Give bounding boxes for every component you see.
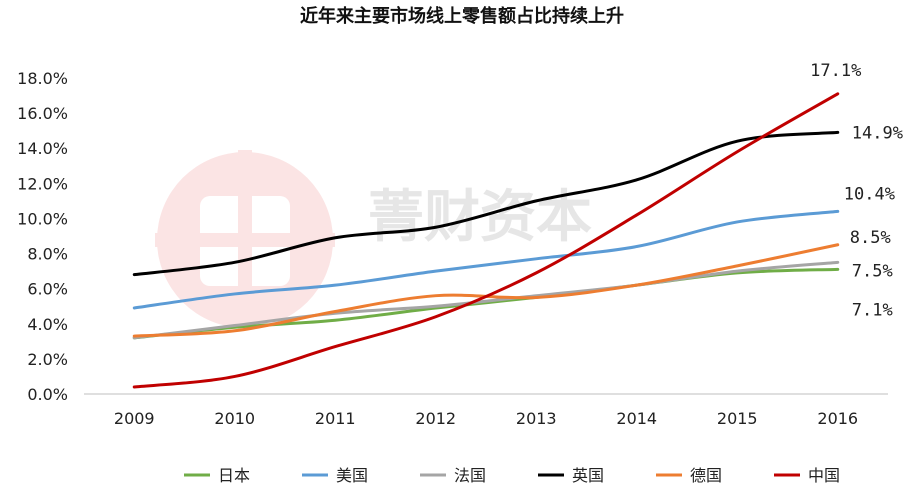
x-tick-label: 2015 <box>717 409 758 428</box>
legend-label: 美国 <box>336 466 368 485</box>
y-tick-label: 8.0% <box>27 245 68 264</box>
x-tick-label: 2013 <box>516 409 557 428</box>
y-tick-label: 14.0% <box>17 139 68 158</box>
legend-label: 英国 <box>572 466 604 485</box>
x-tick-label: 2014 <box>616 409 657 428</box>
y-axis: 0.0% 2.0% 4.0% 6.0% 8.0% 10.0% 12.0% 14.0% 16.0%… <box>17 69 68 404</box>
end-labels: 7.1% 10.4% 7.5% 14.9% 8.5% 17.1% <box>810 61 903 321</box>
series-lines <box>132 92 840 389</box>
y-tick-label: 4.0% <box>27 315 68 334</box>
series-line <box>132 130 840 277</box>
y-tick-label: 16.0% <box>17 104 68 123</box>
data-label: 7.5% <box>852 261 893 281</box>
data-label: 8.5% <box>850 228 891 248</box>
x-axis: 2009 2010 2011 2012 2013 2014 2015 2016 <box>84 393 888 428</box>
x-tick-label: 2011 <box>315 409 356 428</box>
x-tick-label: 2010 <box>214 409 255 428</box>
series-line <box>132 209 840 310</box>
series-line <box>132 260 840 340</box>
legend-label: 日本 <box>218 466 250 485</box>
legend-label: 中国 <box>808 466 840 485</box>
legend-label: 德国 <box>690 466 722 485</box>
legend-label: 法国 <box>454 466 486 485</box>
legend: 日本 美国 法国 英国 德国 中国 <box>184 466 840 485</box>
y-tick-label: 2.0% <box>27 350 68 369</box>
data-label: 14.9% <box>852 123 903 143</box>
series-line <box>132 92 840 389</box>
x-tick-label: 2012 <box>415 409 456 428</box>
y-tick-label: 6.0% <box>27 280 68 299</box>
chart-title: 近年来主要市场线上零售额占比持续上升 <box>300 5 624 27</box>
x-tick-label: 2016 <box>817 409 858 428</box>
x-tick-label: 2009 <box>114 409 155 428</box>
y-tick-label: 0.0% <box>27 385 68 404</box>
data-label: 7.1% <box>852 300 893 320</box>
data-label: 10.4% <box>844 184 895 204</box>
watermark-logo: 菁财资本 <box>155 150 592 330</box>
y-tick-label: 18.0% <box>17 69 68 88</box>
y-tick-label: 10.0% <box>17 209 68 228</box>
data-label: 17.1% <box>810 61 861 81</box>
y-tick-label: 12.0% <box>17 174 68 193</box>
